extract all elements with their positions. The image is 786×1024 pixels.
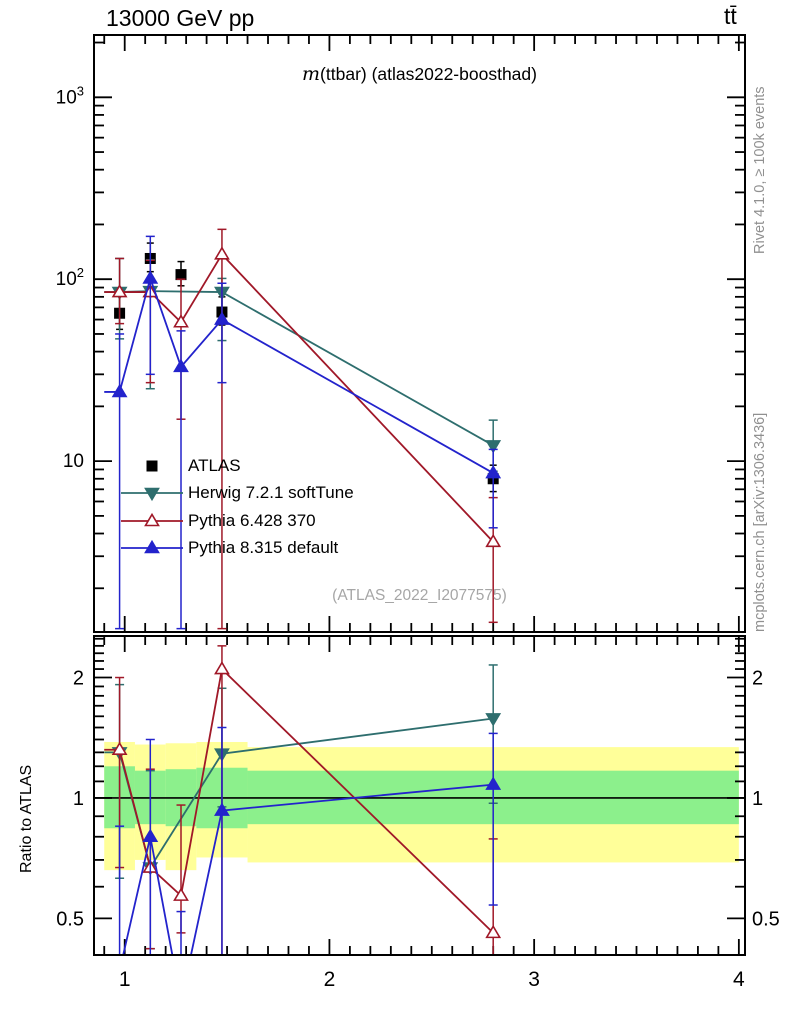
marker-pythia8: [142, 828, 159, 843]
x-tick-label: 3: [528, 968, 540, 991]
x-tick-label: 2: [324, 968, 336, 991]
marker-pythia8: [214, 802, 230, 816]
legend-item-pythia8: Pythia 8.315 default: [120, 535, 354, 563]
ratio-y-tick-label-right: 0.5: [752, 908, 780, 930]
legend-label-pythia8: Pythia 8.315 default: [188, 538, 339, 558]
clip-main-series: [104, 228, 502, 630]
analysis-id-watermark: (ATLAS_2022_I2077575): [332, 587, 507, 604]
pythia6-open-triangle-marker-icon: [121, 512, 183, 527]
marker-pythia8: [111, 383, 128, 398]
marker-pythia8: [485, 464, 502, 479]
legend-item-atlas: ATLAS: [120, 452, 354, 480]
clip-ratio-series: [104, 645, 502, 1006]
marker-herwig: [485, 440, 502, 454]
marker-atlas: [175, 269, 187, 281]
marker-herwig: [485, 713, 502, 727]
ratio-uncertainty-bands: [104, 741, 739, 871]
pythia8-triangle-marker-icon: [121, 540, 183, 554]
legend-label-pythia6: Pythia 6.428 370: [188, 510, 316, 530]
marker-pythia6: [214, 246, 230, 260]
marker-pythia8: [173, 358, 189, 373]
legend-item-herwig: Herwig 7.2.1 softTune: [120, 480, 354, 508]
legend-item-pythia6: Pythia 6.428 370: [120, 507, 354, 535]
marker-pythia8: [142, 270, 159, 284]
marker-pythia8: [485, 776, 502, 790]
plot-title-analysis: (ttbar) (atlas2022-boosthad): [320, 64, 537, 84]
main-y-tick-label: 103: [56, 83, 84, 108]
ratio-y-tick-label-right: 1: [752, 788, 763, 810]
rivet-version-note: Rivet 4.1.0, ≥ 100k events: [752, 86, 768, 254]
marker-pythia6: [111, 283, 128, 298]
x-tick-label: 1: [119, 968, 131, 991]
plot-title-observable: m: [302, 63, 321, 85]
atlas-square-marker-icon: [146, 460, 158, 472]
legend: ATLAS Herwig 7.2.1 softTune Pythia 6.428…: [120, 452, 354, 562]
marker-pythia8: [214, 311, 230, 325]
main-y-tick-label: 102: [56, 265, 84, 290]
ratio-axis-label: Ratio to ATLAS: [18, 764, 35, 873]
beam-energy-label: 13000 GeV pp: [106, 5, 255, 31]
legend-label-herwig: Herwig 7.2.1 softTune: [188, 483, 354, 503]
x-tick-label: 4: [733, 968, 745, 991]
axis-tick-labels: 1 2 3 4 10 102 103 0.5 0.5 1 1 2 2: [56, 83, 780, 991]
marker-pythia6: [111, 741, 128, 756]
legend-label-atlas: ATLAS: [188, 455, 241, 475]
ratio-y-tick-label-left: 2: [73, 668, 84, 690]
herwig-triangle-down-marker-icon: [121, 487, 183, 502]
process-label: tt̄: [724, 3, 737, 29]
main-panel-frame: [93, 34, 746, 633]
main-y-tick-label: 10: [63, 451, 84, 472]
marker-pythia6: [485, 533, 502, 548]
marker-pythia8: [175, 995, 188, 1006]
marker-pythia6: [485, 924, 502, 939]
marker-pythia6: [173, 314, 189, 328]
ratio-y-tick-label-right: 2: [752, 668, 763, 690]
ratio-panel-frame: [93, 635, 746, 956]
mcplots-citation-note: mcplots.cern.ch [arXiv:1306.3436]: [752, 412, 768, 632]
plot-title: m(ttbar) (atlas2022-boosthad): [94, 63, 745, 85]
ratio-y-tick-label-left: 0.5: [56, 908, 84, 930]
series-line-pythia8: [122, 783, 494, 955]
ratio-y-tick-label-left: 1: [73, 788, 84, 810]
series-line-pythia8: [104, 275, 494, 474]
marker-pythia6: [173, 887, 189, 901]
marker-pythia6: [214, 660, 230, 675]
